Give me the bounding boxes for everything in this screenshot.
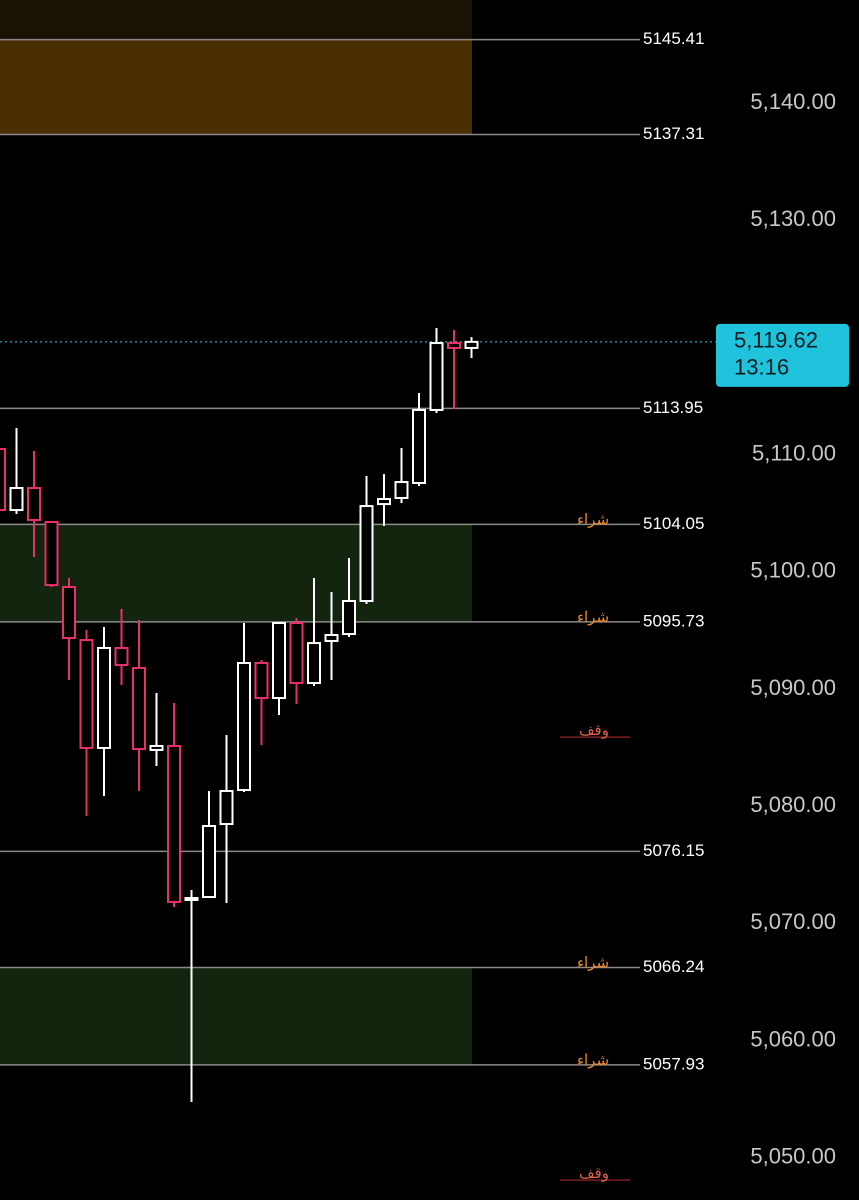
candle-body xyxy=(359,505,374,602)
zone-extension xyxy=(0,0,472,40)
candle-body xyxy=(254,661,269,700)
y-tick-label: 5,130.00 xyxy=(750,206,836,231)
y-tick-label: 5,140.00 xyxy=(750,89,836,114)
plot-area: 5145.41 5137.31 5113.95 5104.05 شراء 5095.73 ش… xyxy=(0,29,716,1182)
y-tick-label: 5,050.00 xyxy=(750,1144,836,1169)
level-tag: شراء xyxy=(577,511,609,528)
level-label: 5095.73 xyxy=(643,611,704,630)
candle-body xyxy=(167,744,181,903)
last-price-label: 5,119.62 xyxy=(734,328,818,353)
zone xyxy=(0,967,472,1065)
y-tick-label: 5,090.00 xyxy=(750,675,836,700)
zone xyxy=(0,524,472,622)
candle-body xyxy=(464,340,479,349)
candle-body xyxy=(132,667,146,751)
level-label: 5104.05 xyxy=(643,514,704,533)
candle-body xyxy=(289,622,304,685)
price-axis: 5,050.00 5,060.00 5,070.00 5,080.00 5,090.00… xyxy=(716,89,849,1169)
candle-body xyxy=(184,896,199,901)
y-tick-label: 5,080.00 xyxy=(750,792,836,817)
y-tick-label: 5,110.00 xyxy=(752,440,836,465)
candle-body xyxy=(202,825,216,899)
candle-body xyxy=(9,487,24,512)
candle-body xyxy=(377,498,391,506)
candle-body xyxy=(394,481,409,499)
stop-label: وقف xyxy=(579,1165,609,1182)
countdown: 13:16 xyxy=(734,355,789,380)
candle-body xyxy=(219,789,234,826)
candle-body xyxy=(447,342,461,349)
candle-body xyxy=(307,642,321,685)
candle-body xyxy=(149,744,164,751)
zone xyxy=(0,39,472,135)
candle-body xyxy=(79,639,94,749)
y-tick-label: 5,100.00 xyxy=(750,558,836,583)
stop-label: وقف xyxy=(579,722,609,739)
level-label: 5066.24 xyxy=(643,957,704,976)
candle-body xyxy=(272,622,286,700)
candle-body xyxy=(237,661,251,792)
candle-body xyxy=(0,447,6,512)
candle-body xyxy=(114,646,129,666)
candle-body xyxy=(342,599,356,636)
last-price-box xyxy=(716,323,849,387)
level-label: 5145.41 xyxy=(643,29,704,48)
level-tag: شراء xyxy=(577,1052,609,1069)
candle-body xyxy=(97,646,111,749)
y-tick-label: 5,070.00 xyxy=(750,909,836,934)
candle-body xyxy=(62,586,76,640)
candle-body xyxy=(429,342,444,411)
level-tag: شراء xyxy=(577,609,609,626)
candle-body xyxy=(412,408,426,484)
level-label: 5137.31 xyxy=(643,124,704,143)
candle-body xyxy=(324,633,339,642)
y-tick-label: 5,060.00 xyxy=(750,1026,836,1051)
level-label: 5057.93 xyxy=(643,1054,704,1073)
candle-body xyxy=(27,487,41,522)
candle-body xyxy=(44,521,59,587)
level-label: 5113.95 xyxy=(643,398,703,417)
level-tag: شراء xyxy=(577,954,609,971)
level-label: 5076.15 xyxy=(643,841,704,860)
